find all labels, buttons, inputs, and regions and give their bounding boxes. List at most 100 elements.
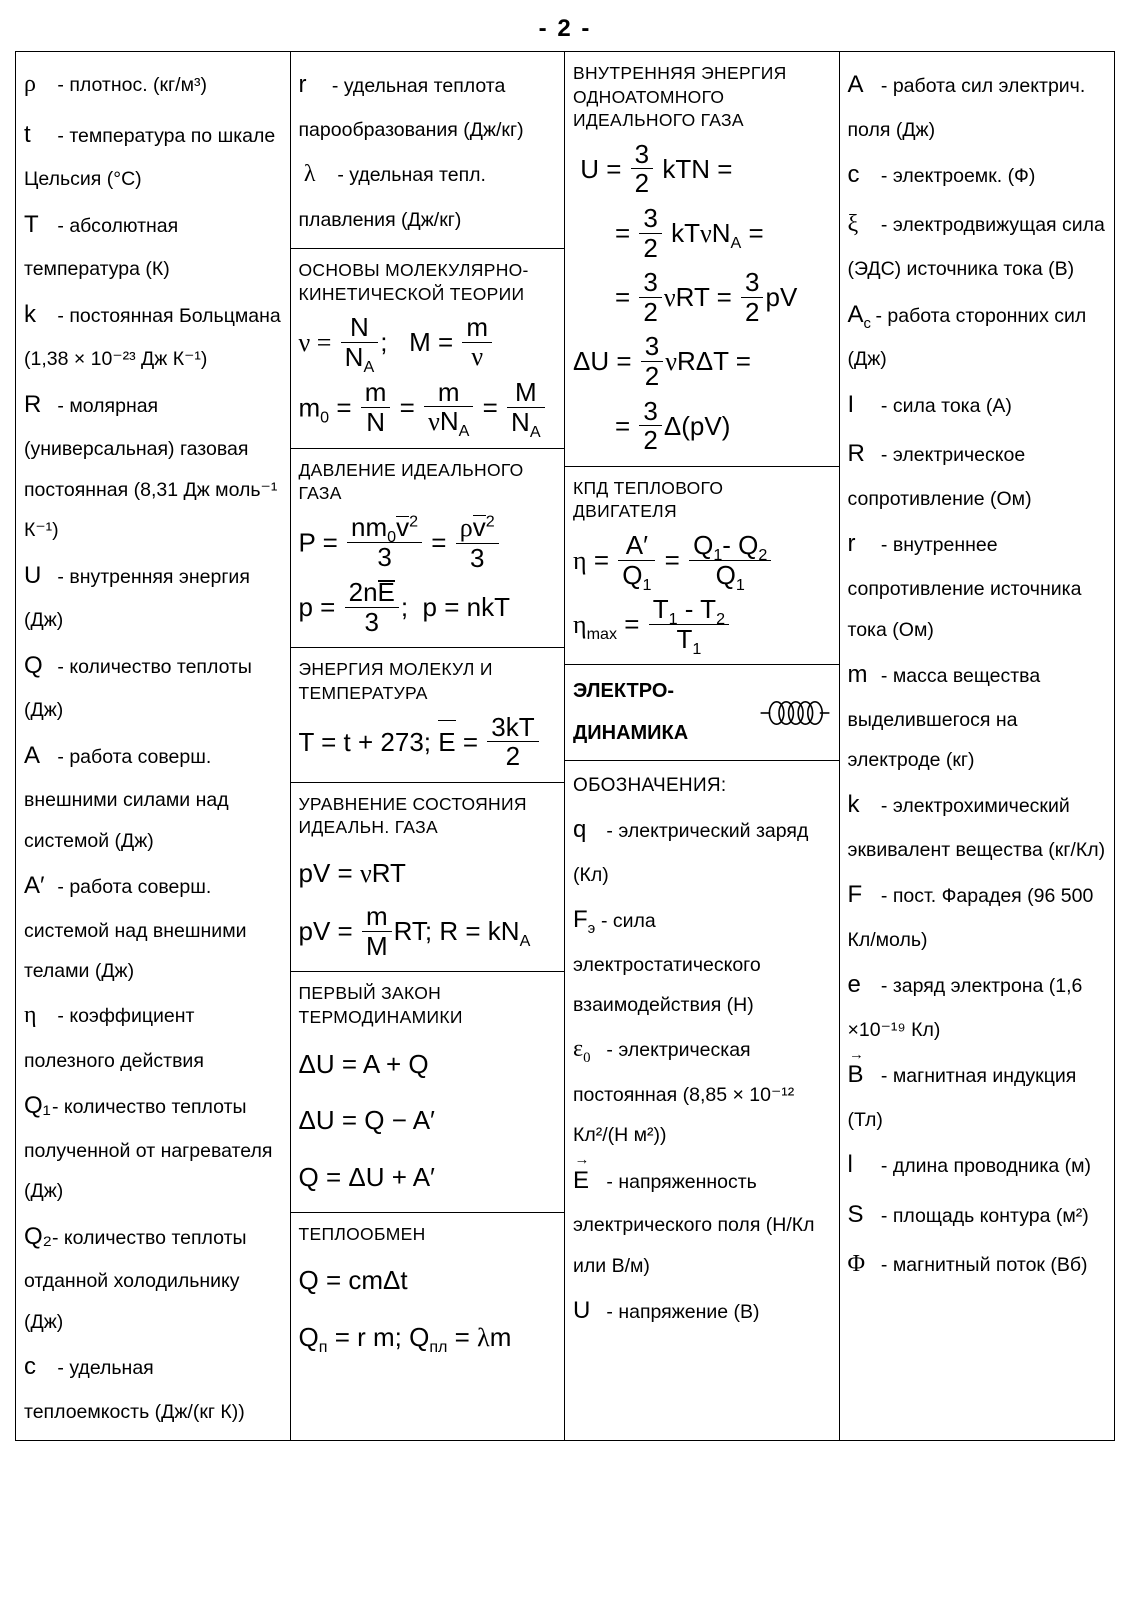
- def-item: B - магнитная индукция (Тл): [848, 1050, 1107, 1140]
- formula-T-E: T = t + 273; E = 3kT2: [299, 712, 557, 776]
- def-item: Φ - магнитный поток (Вб): [848, 1240, 1107, 1290]
- def-item: λ - удельная тепл. плавления (Дж/кг): [299, 150, 557, 240]
- f: M: [362, 931, 392, 961]
- heading-heat: ТЕПЛООБМЕН: [299, 1219, 557, 1253]
- col3-cell1: КПД ТЕПЛОВОГО ДВИГАТЕЛЯ η = A′Q1 = Q1- Q…: [565, 467, 839, 666]
- col2-cell2: ДАВЛЕНИЕ ИДЕАЛЬНОГО ГАЗА P = nm0v23 = ρv…: [291, 449, 565, 649]
- def-item: Q - количество теплоты (Дж): [24, 641, 282, 731]
- def-sym: U: [24, 551, 52, 601]
- page-number: - 2 -: [15, 15, 1115, 43]
- def-text: - пост. Фарадея (96 500 Кл/моль): [848, 885, 1094, 951]
- f: ν =: [299, 328, 332, 357]
- def-text: - количество теплоты отданной холодильни…: [24, 1227, 247, 1333]
- def-item: m - масса вещества выделившегося на элек…: [848, 650, 1107, 780]
- def-item: T - абсолютная температура (К): [24, 200, 282, 290]
- def-text: - работа сторонних сил (Дж): [848, 305, 1087, 371]
- def-sym: B: [848, 1050, 876, 1100]
- formula-heat1: Q = cmΔt: [299, 1252, 557, 1309]
- f: N: [341, 313, 379, 342]
- formula-dU2: = 32Δ(pV): [573, 396, 831, 460]
- heading-energy-temp: ЭНЕРГИЯ МОЛЕКУЛ И ТЕМПЕРАТУРА: [299, 654, 557, 711]
- heading-notation: ОБОЗНАЧЕНИЯ:: [573, 769, 831, 805]
- def-item: R - электрическое сопротивление (Ом): [848, 429, 1107, 519]
- formula-eta: η = A′Q1 = Q1- Q2Q1: [573, 530, 831, 594]
- f: M: [507, 378, 545, 407]
- formula-law2: ΔU = Q − A′: [299, 1092, 557, 1149]
- f: m: [362, 902, 392, 931]
- column-4: A - работа сил электрич. поля (Дж) c - э…: [840, 52, 1115, 1440]
- def-item: E - напряженность электрического поля (Н…: [573, 1156, 831, 1286]
- heading-efficiency: КПД ТЕПЛОВОГО ДВИГАТЕЛЯ: [573, 473, 831, 530]
- f: 2: [487, 741, 538, 771]
- coil-icon: [759, 698, 831, 728]
- heading-state-eq: УРАВНЕНИЕ СОСТОЯНИЯ ИДЕАЛЬН. ГАЗА: [299, 789, 557, 846]
- f: 3: [347, 542, 422, 572]
- f: ν: [462, 342, 492, 372]
- heading-mkt: ОСНОВЫ МОЛЕКУЛЯРНО-КИНЕТИЧЕСКОЙ ТЕОРИИ: [299, 255, 557, 312]
- col2-cell4: УРАВНЕНИЕ СОСТОЯНИЯ ИДЕАЛЬН. ГАЗА pV = ν…: [291, 783, 565, 973]
- formula-U1: U = 32 kTN =: [573, 139, 831, 203]
- def-sym: A′: [24, 861, 52, 911]
- col2-cell5: ПЕРВЫЙ ЗАКОН ТЕРМОДИНАМИКИ ΔU = A + Q ΔU…: [291, 972, 565, 1212]
- col1-defs: ρ - плотнос. (кг/м³) t - температура по …: [16, 52, 290, 1440]
- def-item: k - постоянная Больцмана (1,38 × 10⁻²³ Д…: [24, 290, 282, 380]
- def-item: Aс- работа сторонних сил (Дж): [848, 290, 1107, 380]
- def-sym: U: [573, 1286, 601, 1336]
- def-text: - электродвижущая сила (ЭДС) источника т…: [848, 214, 1105, 281]
- def-text: - электрохимический эквивалент вещества …: [848, 795, 1106, 861]
- def-item: ε0 - электрическая постоянная (8,85 × 10…: [573, 1025, 831, 1155]
- def-item: l - длина проводника (м): [848, 1140, 1107, 1190]
- def-sym: k: [848, 780, 876, 830]
- def-sym: l: [848, 1140, 876, 1190]
- f: N: [361, 407, 391, 437]
- col4-defs: A - работа сил электрич. поля (Дж) c - э…: [840, 52, 1115, 1297]
- def-item: ρ - плотнос. (кг/м³): [24, 60, 282, 110]
- def-text: - напряженность электрического поля (Н/К…: [573, 1171, 815, 1277]
- def-sym: Q₁: [24, 1081, 52, 1131]
- formula-P: P = nm0v23 = ρv23: [299, 512, 557, 577]
- def-text: - внутренняя энергия (Дж): [24, 566, 250, 632]
- def-sym: m: [848, 650, 876, 700]
- def-text: - масса вещества выделившегося на электр…: [848, 665, 1041, 771]
- def-text: - внутреннее сопротивление источника ток…: [848, 534, 1082, 640]
- col2-cell1: ОСНОВЫ МОЛЕКУЛЯРНО-КИНЕТИЧЕСКОЙ ТЕОРИИ ν…: [291, 249, 565, 449]
- col3-cell2: ЭЛЕКТРО-ДИНАМИКА: [565, 665, 839, 761]
- column-1: ρ - плотнос. (кг/м³) t - температура по …: [16, 52, 291, 1440]
- formula-m0: m0 = mN = mνNA = MNA: [299, 377, 557, 442]
- heading-pressure: ДАВЛЕНИЕ ИДЕАЛЬНОГО ГАЗА: [299, 455, 557, 512]
- f: p =: [299, 592, 336, 622]
- def-sym: Fэ: [573, 895, 601, 945]
- def-text: - напряжение (В): [606, 1301, 759, 1323]
- col3-cell0: ВНУТРЕННЯЯ ЭНЕРГИЯ ОДНОАТОМНОГО ИДЕАЛЬНО…: [565, 52, 839, 467]
- def-item: c - электроемк. (Ф): [848, 150, 1107, 200]
- formula-heat2: Qп = r m; Qпл = λm: [299, 1309, 557, 1367]
- formula-U2: = 32 kTνNA =: [573, 203, 831, 267]
- f: 3: [631, 140, 653, 169]
- def-sym: E: [573, 1156, 601, 1206]
- def-sym: R: [24, 380, 52, 430]
- def-text: - магнитный поток (Вб): [881, 1254, 1088, 1276]
- def-text: - работа сил электрич. поля (Дж): [848, 75, 1086, 141]
- formula-etamax: ηmax = T1 - T2T1: [573, 594, 831, 658]
- def-sym: T: [24, 200, 52, 250]
- def-text: - количество теплоты полученной от нагре…: [24, 1096, 272, 1202]
- def-sym: A: [848, 60, 876, 110]
- def-text: - заряд электрона (1,6 ×10⁻¹⁹ Кл): [848, 975, 1083, 1041]
- def-item: Fэ- сила электростатического взаимодейст…: [573, 895, 831, 1025]
- def-item: A - работа соверш. внешними силами над с…: [24, 731, 282, 861]
- f: T = t + 273;: [299, 727, 432, 757]
- def-item: F - пост. Фарадея (96 500 Кл/моль): [848, 870, 1107, 960]
- def-text: - плотнос. (кг/м³): [57, 74, 207, 96]
- formula-grid: ρ - плотнос. (кг/м³) t - температура по …: [15, 51, 1115, 1441]
- f: M =: [409, 327, 453, 357]
- formula-U3: = 32νRT = 32pV: [573, 267, 831, 331]
- col2-cell0: r - удельная теплота парообразования (Дж…: [291, 52, 565, 249]
- def-sym: Q: [24, 641, 52, 691]
- def-item: η - коэффициент полезного действия: [24, 991, 282, 1081]
- def-text: - удельная теплоемкость (Дж/(кг К)): [24, 1357, 245, 1423]
- def-item: U - внутренняя энергия (Дж): [24, 551, 282, 641]
- def-item: A - работа сил электрич. поля (Дж): [848, 60, 1107, 150]
- def-item: U - напряжение (В): [573, 1286, 831, 1336]
- def-text: - площадь контура (м²): [881, 1205, 1089, 1227]
- def-item: q - электрический заряд (Кл): [573, 805, 831, 895]
